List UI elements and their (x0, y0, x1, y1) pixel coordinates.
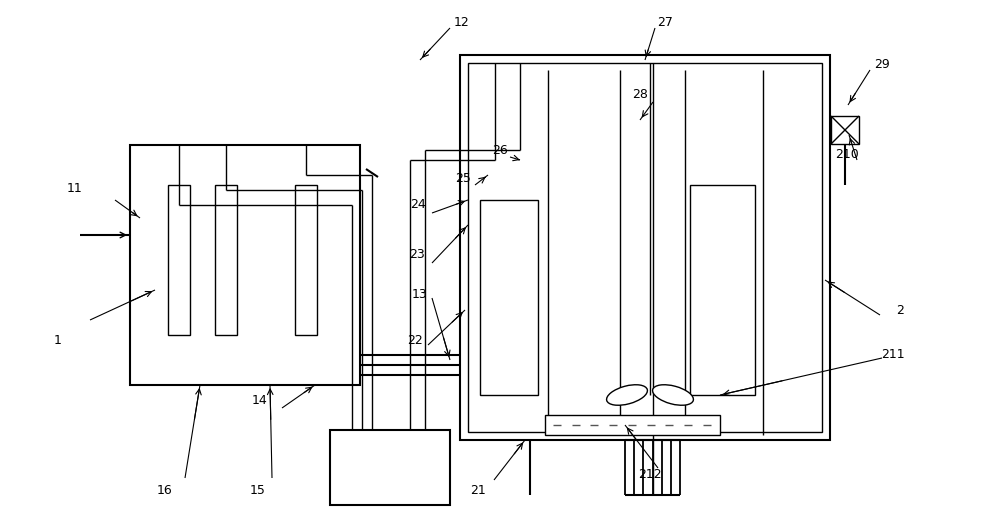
Bar (468, 63, 822, 432)
Text: 210: 210 (835, 148, 859, 162)
Text: 28: 28 (632, 89, 648, 101)
Text: 13: 13 (412, 288, 428, 301)
Text: 12: 12 (454, 15, 470, 29)
Text: 24: 24 (410, 199, 426, 212)
Bar (168, 185, 190, 335)
Ellipse shape (653, 385, 693, 406)
Text: 26: 26 (492, 144, 508, 156)
Text: 11: 11 (67, 182, 83, 194)
Text: 23: 23 (409, 249, 425, 261)
Bar (690, 185, 755, 395)
Text: 211: 211 (881, 348, 905, 362)
Bar (295, 185, 317, 335)
Text: 14: 14 (252, 393, 268, 407)
Text: 29: 29 (874, 59, 890, 71)
Bar (480, 200, 538, 395)
Bar (215, 185, 237, 335)
Text: 27: 27 (657, 15, 673, 29)
Bar (130, 145, 360, 385)
Text: 2: 2 (896, 304, 904, 316)
Bar (831, 116, 859, 144)
Text: 16: 16 (157, 484, 173, 496)
Text: 22: 22 (407, 334, 423, 346)
Bar (545, 415, 720, 435)
Bar (460, 55, 830, 440)
Text: 25: 25 (455, 172, 471, 184)
Ellipse shape (607, 385, 647, 406)
Text: 212: 212 (638, 468, 662, 482)
Bar (330, 430, 450, 505)
Text: 21: 21 (470, 484, 486, 496)
Text: 15: 15 (250, 484, 266, 496)
Text: 1: 1 (54, 334, 62, 346)
